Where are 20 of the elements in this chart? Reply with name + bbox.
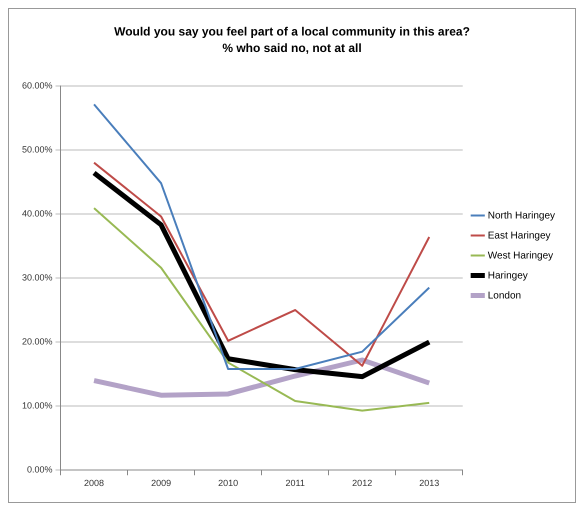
y-tick-label: 20.00% — [22, 336, 53, 347]
y-tick-label: 30.00% — [22, 272, 53, 282]
chart-title: Would you say you feel part of a local community in this area? — [114, 24, 470, 39]
x-tick-label: 2008 — [84, 478, 104, 488]
legend-label: London — [488, 290, 522, 302]
y-tick-label: 10.00% — [22, 400, 53, 411]
x-tick-label: 2011 — [285, 478, 305, 488]
legend-label: Haringey — [488, 270, 528, 282]
y-tick-label: 40.00% — [22, 208, 53, 218]
chart-subtitle: % who said no, not at all — [222, 40, 362, 55]
y-tick-label: 60.00% — [22, 80, 53, 90]
x-tick-label: 2012 — [352, 478, 372, 488]
x-tick-label: 2010 — [218, 478, 238, 488]
legend-label: North Haringey — [488, 210, 556, 222]
x-tick-label: 2009 — [151, 478, 172, 488]
y-tick-label: 0.00% — [26, 464, 53, 475]
y-tick-label: 50.00% — [22, 144, 53, 154]
legend-label: West Haringey — [488, 250, 554, 262]
x-tick-label: 2013 — [419, 478, 440, 488]
legend-label: East Haringey — [488, 230, 551, 242]
